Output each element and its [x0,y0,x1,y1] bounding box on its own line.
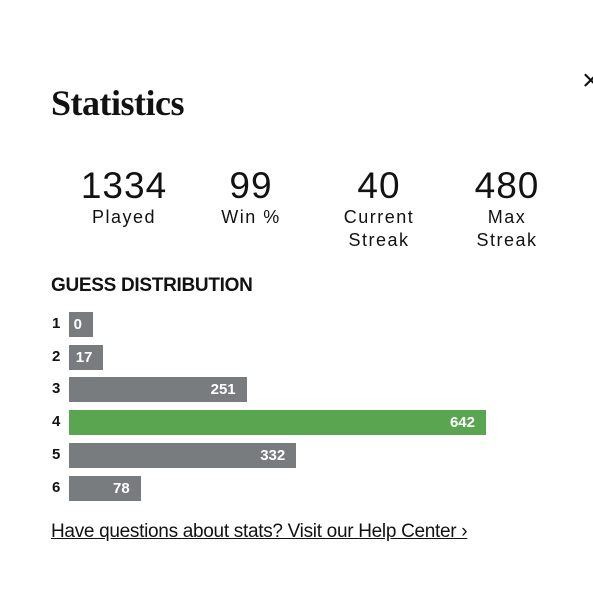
title: Statistics [51,83,185,123]
bar: 251 [69,377,247,403]
stat: 480 Max Streak [448,166,566,252]
bar-value: 251 [210,381,236,399]
bar-value: 17 [75,348,93,366]
bar-value: 78 [113,479,130,497]
bar: 332 [69,442,297,468]
stat-label: Win % [221,207,281,227]
stat-value: 1334 [80,165,168,206]
guess-number: 2 [52,347,61,365]
stat: 99 Win % [192,166,310,229]
stat: 1334 Played [65,166,183,229]
stat-value: 480 [474,165,540,206]
section-heading: GUESS DISTRIBUTION [51,275,253,296]
stat-value: 40 [357,165,401,206]
bar: 17 [69,344,104,370]
stat: 40 Current Streak [320,166,438,252]
stat-label: Played [91,207,157,227]
guess-number: 3 [52,380,61,398]
guess-number: 5 [52,445,61,463]
guess-number: 6 [52,478,61,496]
bar: 642 [69,410,486,436]
bar-value: 642 [449,414,475,432]
close-button[interactable]: × [582,64,593,97]
bar: 0 [69,312,93,337]
guess-number: 4 [52,413,61,431]
bar-value: 332 [260,446,286,464]
stat-label: Current Streak [343,207,415,250]
bar-value: 0 [73,316,82,333]
stat-label: Max Streak [476,207,538,250]
stat-value: 99 [229,165,273,206]
bar: 78 [69,475,141,501]
guess-number: 1 [52,315,61,332]
help-link[interactable]: Have questions about stats? Visit our He… [51,521,468,542]
